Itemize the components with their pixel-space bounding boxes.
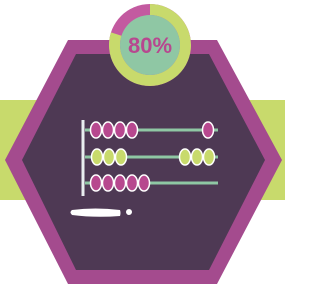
beads-row-3: [91, 175, 150, 191]
progress-badge: 80%: [109, 4, 191, 86]
progress-label: 80%: [128, 33, 172, 58]
highlight-dot: [126, 209, 132, 215]
page: 80% (() => { const data = JSON.parse(doc…: [0, 0, 285, 284]
highlight: [71, 209, 121, 217]
icon: 80%: [0, 0, 285, 284]
